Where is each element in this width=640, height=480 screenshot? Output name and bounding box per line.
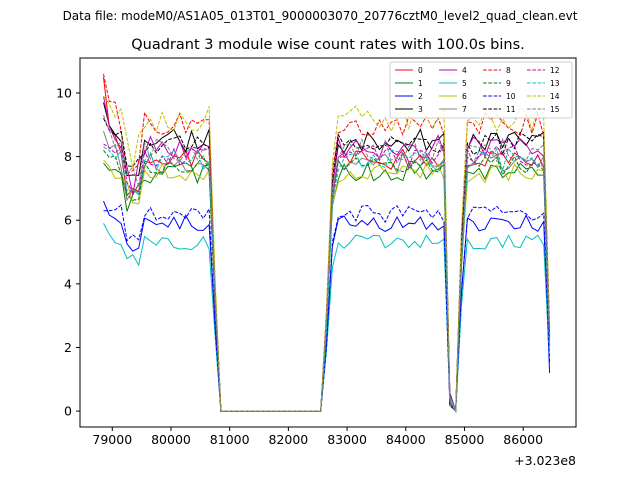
legend-label-6: 6	[462, 92, 467, 101]
axes-frame	[79, 57, 577, 428]
legend-label-4: 4	[462, 66, 467, 75]
legend-label-11: 11	[506, 105, 516, 114]
legend-label-2: 2	[418, 92, 423, 101]
x-tick-label: 84000	[386, 432, 426, 447]
legend-label-9: 9	[506, 79, 511, 88]
y-tick-label: 6	[64, 213, 72, 228]
file-name-caption: Data file: modeM0/AS1A05_013T01_90000030…	[63, 9, 578, 23]
legend-label-8: 8	[506, 66, 511, 75]
legend-label-7: 7	[462, 105, 467, 114]
series-layer	[103, 73, 551, 413]
series-line-2	[103, 200, 551, 412]
x-tick-label: 82000	[268, 432, 308, 447]
series-line-14	[103, 95, 551, 412]
legend-label-0: 0	[418, 66, 423, 75]
legend-label-1: 1	[418, 79, 423, 88]
y-axis-ticks: 0 2 4 6 8 10	[56, 85, 80, 419]
plot-area: 79000 80000 81000 82000 83000 84000 85000 86000…	[56, 57, 577, 468]
legend-frame	[389, 61, 573, 119]
x-axis-ticks: 79000 80000 81000 82000 83000 84000 85000 86000	[92, 427, 543, 447]
x-axis-offset-label: +3.023e8	[514, 453, 576, 468]
series-line-13	[103, 146, 551, 413]
y-tick-label: 2	[64, 340, 72, 355]
legend-label-12: 12	[550, 66, 560, 75]
x-tick-label: 79000	[92, 432, 132, 447]
series-line-9	[103, 149, 551, 413]
legend-label-14: 14	[550, 92, 560, 101]
legend-label-10: 10	[506, 92, 516, 101]
x-tick-label: 85000	[445, 432, 485, 447]
legend-label-13: 13	[550, 79, 560, 88]
y-tick-label: 8	[64, 149, 72, 164]
chart-title: Quadrant 3 module wise count rates with …	[131, 37, 525, 53]
y-tick-label: 10	[56, 85, 72, 100]
x-tick-label: 86000	[503, 432, 543, 447]
series-line-15	[103, 115, 551, 412]
legend-label-15: 15	[550, 105, 560, 114]
x-tick-label: 81000	[210, 432, 250, 447]
y-tick-label: 0	[64, 404, 72, 419]
x-tick-label: 83000	[327, 432, 367, 447]
series-line-10	[103, 204, 551, 413]
legend-label-5: 5	[462, 79, 467, 88]
x-tick-label: 80000	[151, 432, 191, 447]
y-tick-label: 4	[64, 276, 72, 291]
legend-label-3: 3	[418, 105, 423, 114]
axes-background	[80, 58, 576, 427]
